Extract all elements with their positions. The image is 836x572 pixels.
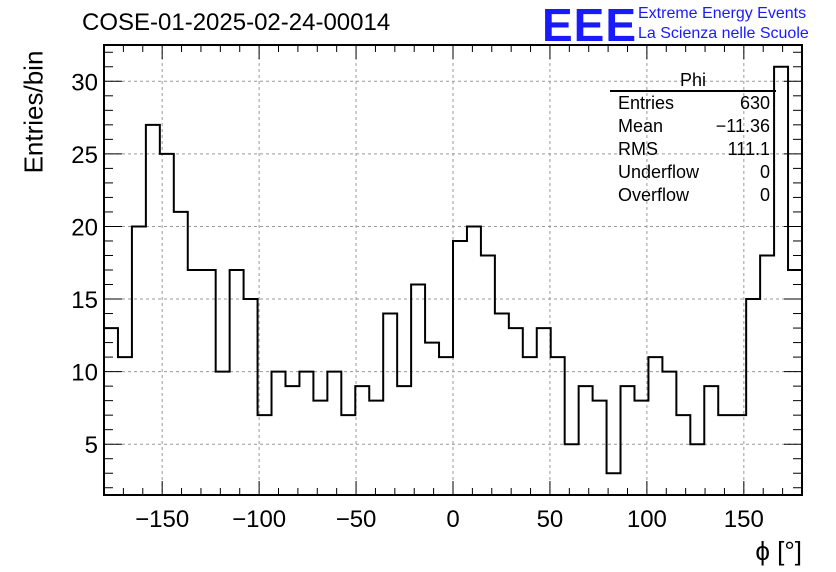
x-tick-label: 150: [724, 506, 764, 533]
x-tick-label: 100: [627, 506, 667, 533]
stats-row: Underflow 0: [610, 161, 776, 184]
histogram-step-line: [103, 65, 803, 495]
stats-title: Phi: [610, 70, 776, 92]
y-tick-label: 20: [71, 214, 98, 241]
stats-value: 111.1: [727, 139, 770, 159]
x-tick-label: −50: [336, 506, 377, 533]
x-tick-label: 0: [446, 506, 459, 533]
eee-logo: EEE: [542, 0, 638, 51]
logo-subtitle-1: Extreme Energy Events: [638, 5, 807, 22]
y-tick-label: 30: [71, 69, 98, 96]
y-tick-label: 25: [71, 142, 98, 169]
axis-ticks: [104, 45, 802, 495]
y-tick-label: 15: [71, 287, 98, 314]
tick-labels: −150 −100 −50 0 50 100 150 5 10 15 20 25 30: [71, 69, 764, 533]
stats-value: −11.36: [715, 116, 770, 136]
run-title: COSE-01-2025-02-24-00014: [82, 9, 391, 36]
y-tick-label: 5: [85, 432, 98, 459]
stats-row: RMS 111.1: [610, 138, 776, 161]
logo-subtitle-2: La Scienza nelle Scuole: [638, 25, 809, 42]
y-tick-label: 10: [71, 360, 98, 387]
stats-label: Mean: [618, 116, 664, 136]
plot-frame: [103, 44, 803, 496]
stats-row: Overflow 0: [610, 184, 776, 207]
stats-label: Overflow: [618, 185, 690, 205]
stats-value: 0: [759, 185, 770, 205]
stats-label: RMS: [618, 139, 658, 159]
stats-box: Phi Entries 630 Mean −11.36 RMS 111.1 Under…: [610, 70, 776, 207]
stats-row: Entries 630: [610, 92, 776, 115]
x-tick-label: −100: [232, 506, 286, 533]
stats-row: Mean −11.36: [610, 115, 776, 138]
stats-value: 630: [739, 93, 770, 113]
y-axis-label: Entries/bin: [18, 50, 49, 174]
x-axis-label: ϕ [°]: [755, 536, 802, 566]
stats-label: Entries: [618, 93, 675, 113]
stats-value: 0: [759, 162, 770, 182]
stats-label: Underflow: [618, 162, 700, 182]
x-tick-label: −150: [135, 506, 189, 533]
x-tick-label: 50: [537, 506, 564, 533]
